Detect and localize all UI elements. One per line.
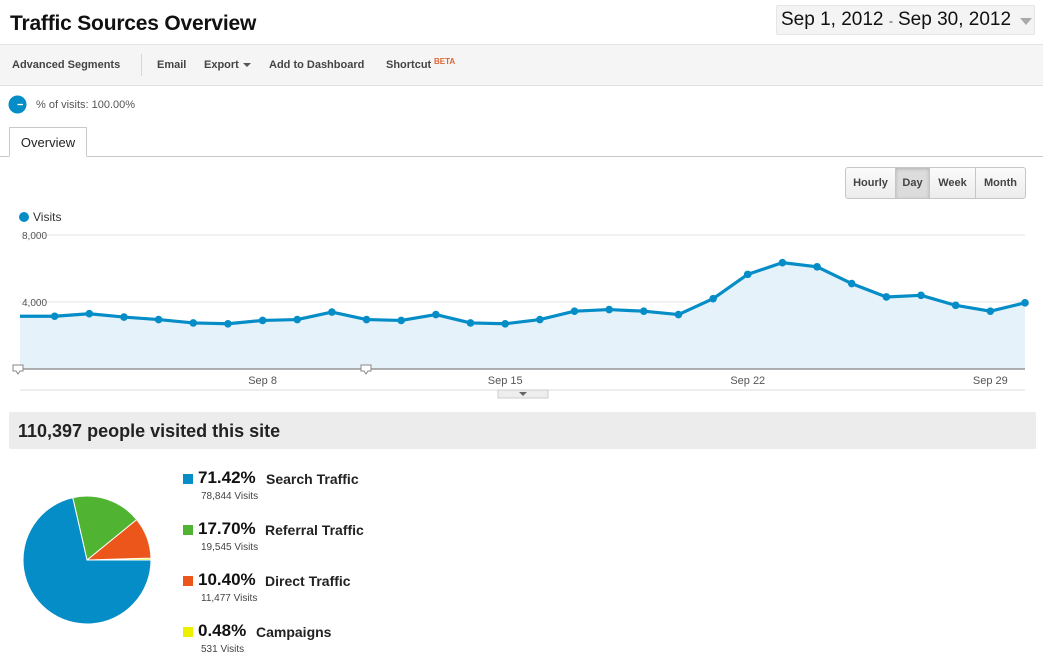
tab-divider: [0, 156, 1043, 157]
source-color-swatch: [183, 576, 193, 586]
month-button[interactable]: Month: [975, 167, 1026, 199]
source-visits: 78,844 Visits: [201, 491, 259, 502]
add-to-dashboard-button[interactable]: Add to Dashboard: [269, 59, 365, 71]
export-button[interactable]: Export: [204, 59, 251, 71]
chevron-down-icon[interactable]: [1020, 18, 1032, 25]
data-point: [743, 270, 752, 279]
source-percent: 71.42%: [198, 468, 256, 487]
visits-line-chart[interactable]: 4,000 8,000 Sep 8 Sep 15 Sep 22 Sep 29: [0, 230, 1043, 400]
legend-label-visits: Visits: [33, 210, 62, 224]
source-visits: 531 Visits: [201, 644, 245, 655]
data-point: [847, 279, 856, 288]
day-button[interactable]: Day: [895, 167, 930, 199]
x-tick-label: Sep 29: [973, 375, 1008, 387]
pie-slice[interactable]: [22, 497, 152, 625]
annotation-marker-icon: [12, 364, 24, 375]
date-range-end: Sep 30, 2012: [898, 9, 1012, 30]
source-color-swatch: [183, 474, 193, 484]
pie-slice[interactable]: [72, 495, 138, 561]
data-point: [778, 258, 787, 267]
export-label: Export: [204, 59, 239, 71]
traffic-sources-pie-chart[interactable]: [21, 494, 153, 626]
data-point: [293, 315, 302, 324]
data-point: [362, 315, 371, 324]
visits-area: [20, 262, 1025, 369]
data-point: [570, 307, 579, 316]
segment-pie-icon: [8, 95, 27, 114]
data-point: [50, 312, 59, 321]
x-tick-label: Sep 22: [730, 375, 765, 387]
week-button[interactable]: Week: [929, 167, 976, 199]
data-point: [328, 308, 336, 316]
source-percent: 0.48%: [198, 621, 247, 640]
data-point: [85, 309, 94, 318]
data-point: [605, 305, 613, 314]
source-color-swatch: [183, 627, 193, 637]
data-point: [951, 301, 960, 310]
shortcut-button[interactable]: Shortcut: [386, 59, 432, 71]
data-point: [639, 307, 648, 316]
data-point: [501, 319, 509, 328]
data-point: [1021, 299, 1029, 307]
data-point: [224, 319, 232, 328]
report-toolbar: Advanced Segments Email Export Add to Da…: [0, 45, 1043, 86]
source-name[interactable]: Search Traffic: [266, 471, 359, 487]
segment-label: % of visits: 100.00%: [36, 99, 136, 111]
date-range-start: Sep 1, 2012: [781, 9, 884, 30]
source-name[interactable]: Campaigns: [256, 624, 332, 640]
visitors-summary: 110,397 people visited this site: [9, 412, 1036, 449]
data-point: [154, 315, 163, 324]
x-tick-label: Sep 8: [248, 375, 277, 387]
data-point: [986, 307, 995, 316]
chevron-down-icon: [242, 63, 251, 68]
data-point: [397, 316, 406, 325]
visits-series-line: [20, 261, 1026, 326]
data-point: [466, 319, 475, 327]
data-point: [432, 310, 440, 319]
email-button[interactable]: Email: [157, 59, 187, 71]
tab-overview[interactable]: Overview: [9, 127, 87, 157]
source-visits: 19,545 Visits: [201, 542, 259, 553]
y-tick-label: 4,000: [22, 298, 47, 309]
beta-badge: BETA: [434, 57, 456, 66]
date-range-picker[interactable]: Sep 1, 2012 - Sep 30, 2012: [776, 5, 1035, 35]
data-point: [813, 263, 821, 271]
data-point: [882, 293, 891, 301]
chevron-down-icon: [519, 392, 527, 396]
data-point: [674, 310, 683, 319]
data-point: [120, 313, 128, 321]
source-name[interactable]: Direct Traffic: [265, 573, 351, 589]
page-header: Traffic Sources Overview Sep 1, 2012 - S…: [0, 0, 1043, 45]
data-point: [709, 294, 717, 303]
source-percent: 17.70%: [198, 519, 256, 538]
x-tick-label: Sep 15: [488, 375, 523, 387]
toolbar-divider: [141, 54, 142, 76]
data-point: [536, 315, 544, 324]
legend-marker: [19, 212, 29, 222]
advanced-segments-button[interactable]: Advanced Segments: [12, 59, 121, 71]
y-tick-label: 8,000: [22, 231, 47, 242]
source-percent: 10.40%: [198, 570, 256, 589]
hourly-button[interactable]: Hourly: [845, 167, 896, 199]
page-title: Traffic Sources Overview: [10, 12, 257, 35]
source-visits: 11,477 Visits: [201, 593, 258, 604]
summary-text: 110,397 people visited this site: [18, 421, 281, 441]
source-color-swatch: [183, 525, 193, 535]
date-range-separator: -: [889, 14, 893, 28]
annotation-marker-icon: [360, 364, 372, 375]
data-point: [917, 291, 925, 300]
source-name[interactable]: Referral Traffic: [265, 522, 364, 538]
data-point: [189, 319, 198, 327]
data-point: [258, 316, 267, 325]
